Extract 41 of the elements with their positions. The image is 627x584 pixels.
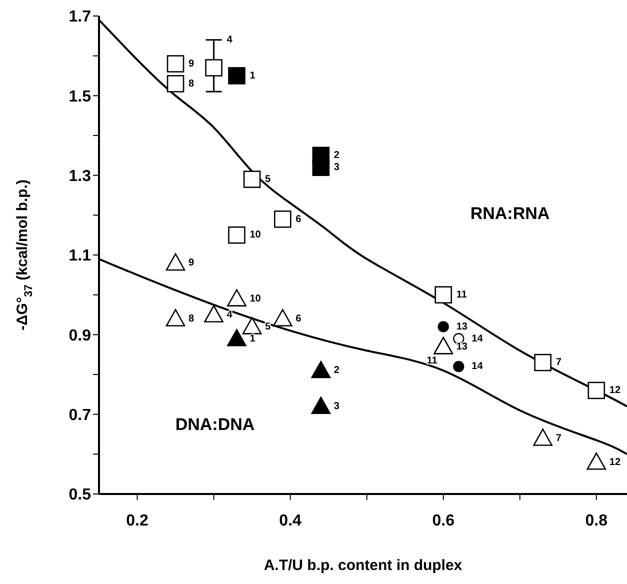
annotation: 12: [609, 456, 621, 468]
y-tick-label: 1.3: [68, 168, 92, 186]
annotation: 1: [250, 333, 256, 344]
annotation: 12: [609, 385, 621, 396]
y-tick-label: 0.7: [68, 407, 92, 424]
annotation: 4: [226, 34, 233, 46]
x-tick-label: 0.8: [585, 512, 608, 530]
x-tick-label: 0.6: [432, 512, 455, 530]
annotation: 4: [226, 309, 233, 320]
annotation: 11: [456, 289, 468, 300]
annotation: DNA:DNA: [175, 415, 255, 435]
x-tick-label: 0.2: [126, 512, 148, 530]
annotation: 8: [188, 313, 195, 324]
annotation: 1: [250, 70, 256, 82]
annotation: 13: [456, 321, 468, 332]
x-tick-label: 0.4: [279, 512, 302, 530]
annotation: 7: [556, 357, 562, 368]
annotation: 9: [188, 258, 195, 269]
annotation: 8: [188, 78, 195, 90]
y-tick-label: 1.5: [68, 88, 92, 106]
annotation: 7: [556, 432, 562, 444]
annotation: 6: [296, 313, 302, 324]
annotation: 5: [265, 174, 272, 185]
annotation: 14: [472, 361, 484, 372]
annotation: 13: [456, 341, 468, 352]
y-tick-label: 0.5: [68, 486, 92, 504]
annotation: 11: [426, 355, 438, 366]
annotation: 10: [250, 293, 262, 304]
annotation: 3: [334, 401, 340, 412]
annotation: 2: [334, 150, 340, 162]
annotation: 2: [334, 365, 340, 376]
y-tick-label: 1.7: [68, 8, 92, 26]
annotation: RNA:RNA: [470, 204, 550, 224]
annotation: 3: [334, 162, 340, 174]
x-axis-title: A.T/U b.p. content in duplex: [264, 557, 463, 574]
annotation: 10: [250, 230, 262, 241]
annotation: 9: [188, 58, 195, 70]
y-tick-label: 1.1: [68, 248, 92, 265]
annotation: 14: [472, 333, 484, 344]
annotation: 6: [296, 214, 302, 225]
y-tick-label: 0.9: [68, 327, 92, 344]
